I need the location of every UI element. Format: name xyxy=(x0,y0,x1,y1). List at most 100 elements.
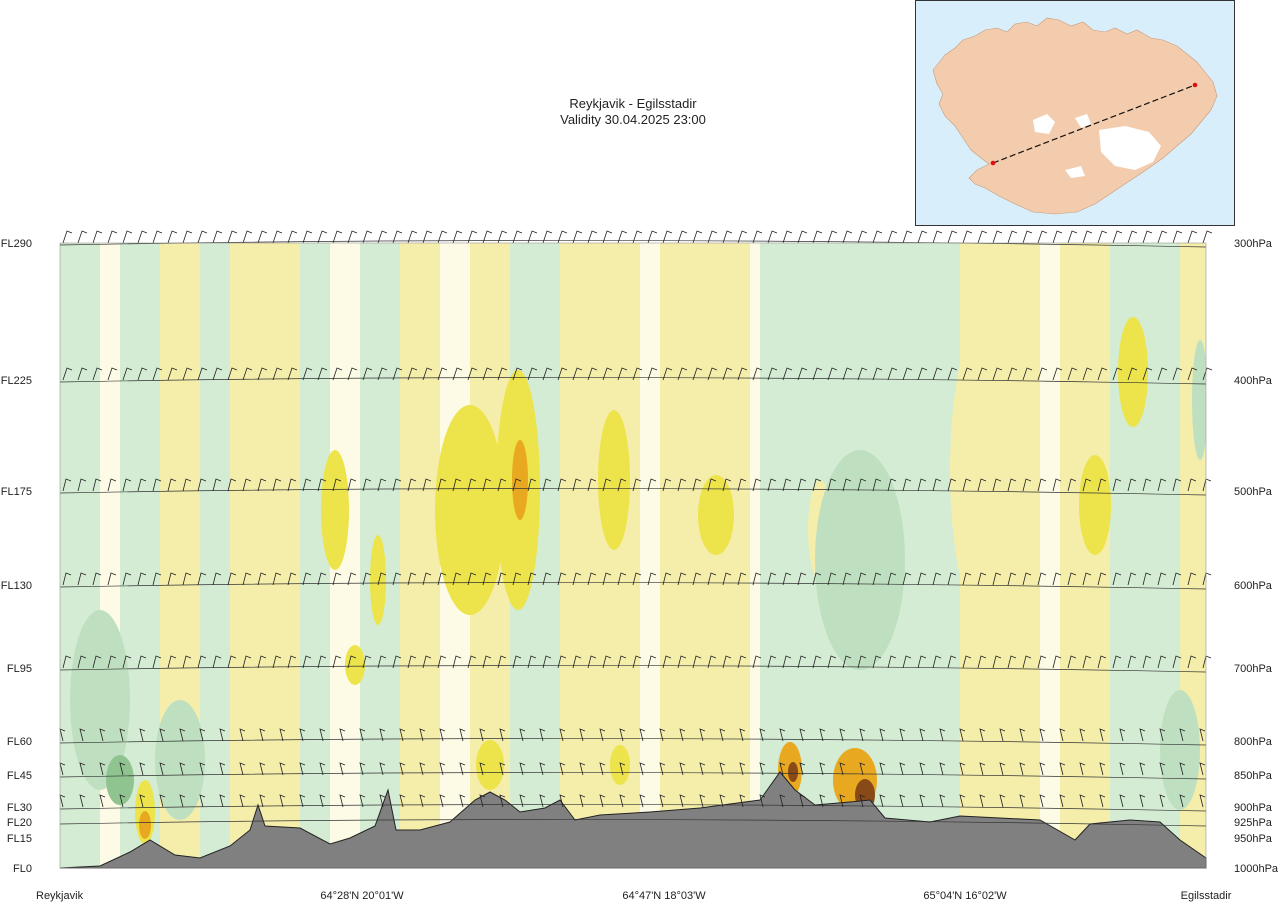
wind-barb xyxy=(1022,367,1033,381)
flight-level-label: FL225 xyxy=(1,375,32,387)
wind-barb xyxy=(707,230,718,244)
wind-barb xyxy=(512,478,522,492)
wind-barb xyxy=(932,230,943,244)
wind-barb xyxy=(1059,728,1066,742)
wind-barb xyxy=(1172,572,1182,586)
wind-barb xyxy=(737,572,747,586)
wind-barb xyxy=(1172,655,1182,669)
wind-barb xyxy=(659,728,666,742)
wind-barb xyxy=(377,655,387,669)
wind-barb xyxy=(302,478,312,492)
wind-barb xyxy=(962,478,972,492)
wind-barb xyxy=(559,728,566,742)
wind-barb xyxy=(977,655,987,669)
wind-barb xyxy=(482,572,492,586)
wind-barb xyxy=(377,367,388,381)
wind-barb xyxy=(212,572,222,586)
wind-barb xyxy=(422,367,433,381)
wind-barb xyxy=(1179,728,1186,742)
wind-barb xyxy=(259,728,266,742)
wind-barb xyxy=(587,572,597,586)
wind-barb xyxy=(827,478,837,492)
wind-barb xyxy=(647,367,658,381)
wind-barb xyxy=(62,572,72,586)
wind-barb xyxy=(467,655,477,669)
field-contour xyxy=(345,645,365,685)
wind-barb xyxy=(639,794,646,808)
wind-barb xyxy=(999,762,1006,776)
wind-barb xyxy=(739,762,746,776)
wind-barb xyxy=(779,762,786,776)
wind-barb xyxy=(759,762,766,776)
wind-barb xyxy=(812,572,822,586)
wind-barb xyxy=(379,728,386,742)
wind-barb xyxy=(319,728,326,742)
wind-barb xyxy=(1127,655,1137,669)
wind-barb xyxy=(872,230,883,244)
wind-barb xyxy=(332,367,343,381)
wind-barb xyxy=(479,794,486,808)
wind-barb xyxy=(737,367,748,381)
wind-barb xyxy=(842,478,852,492)
wind-barb xyxy=(827,655,837,669)
wind-barb xyxy=(392,367,403,381)
wind-barb xyxy=(619,762,626,776)
flight-level-label: FL130 xyxy=(1,580,32,592)
wind-barb xyxy=(857,367,868,381)
pressure-level-label: 700hPa xyxy=(1234,663,1273,675)
wind-barb xyxy=(977,572,987,586)
wind-barb xyxy=(499,794,506,808)
wind-barb xyxy=(692,572,702,586)
wind-barb xyxy=(199,728,206,742)
wind-barb xyxy=(512,655,522,669)
wind-barb xyxy=(1159,728,1166,742)
wind-barb xyxy=(167,655,177,669)
wind-barb xyxy=(279,728,286,742)
wind-barb xyxy=(407,572,417,586)
wind-barb xyxy=(1007,655,1017,669)
wind-barb xyxy=(722,230,733,244)
field-contour xyxy=(139,811,151,839)
wind-barb xyxy=(1187,367,1198,381)
wind-barb xyxy=(527,572,537,586)
field-contour xyxy=(598,410,630,550)
wind-barb xyxy=(107,367,118,381)
wind-barb xyxy=(339,762,346,776)
wind-barb xyxy=(557,655,567,669)
wind-barb xyxy=(662,230,673,244)
wind-barb xyxy=(1059,762,1066,776)
wind-barb xyxy=(947,367,958,381)
wind-barb xyxy=(259,762,266,776)
field-band xyxy=(660,243,750,868)
wind-barb xyxy=(859,762,866,776)
wind-barb xyxy=(1019,794,1026,808)
terrain-layer xyxy=(59,771,1207,869)
wind-barb xyxy=(452,230,463,244)
wind-barb xyxy=(139,762,146,776)
wind-barb xyxy=(819,794,826,808)
wind-barb xyxy=(1157,478,1167,492)
wind-barb xyxy=(347,478,357,492)
wind-barb xyxy=(1127,572,1137,586)
wind-barb xyxy=(819,762,826,776)
wind-barb xyxy=(857,572,867,586)
isobar xyxy=(59,582,1207,590)
wind-barb xyxy=(239,794,246,808)
wind-barb xyxy=(179,762,186,776)
wind-barb xyxy=(399,762,406,776)
wind-barb xyxy=(439,794,446,808)
wind-barb xyxy=(527,367,538,381)
wind-barb xyxy=(572,367,583,381)
wind-barb xyxy=(812,655,822,669)
wind-barb xyxy=(1052,655,1062,669)
field-band xyxy=(750,243,760,868)
wind-barb xyxy=(797,230,808,244)
wind-barb xyxy=(182,655,192,669)
wind-barb xyxy=(497,655,507,669)
wind-barb xyxy=(752,572,762,586)
route-line xyxy=(992,84,1196,164)
wind-barb xyxy=(1172,478,1182,492)
wind-barb xyxy=(579,762,586,776)
wind-barb xyxy=(227,655,237,669)
wind-barb xyxy=(527,655,537,669)
